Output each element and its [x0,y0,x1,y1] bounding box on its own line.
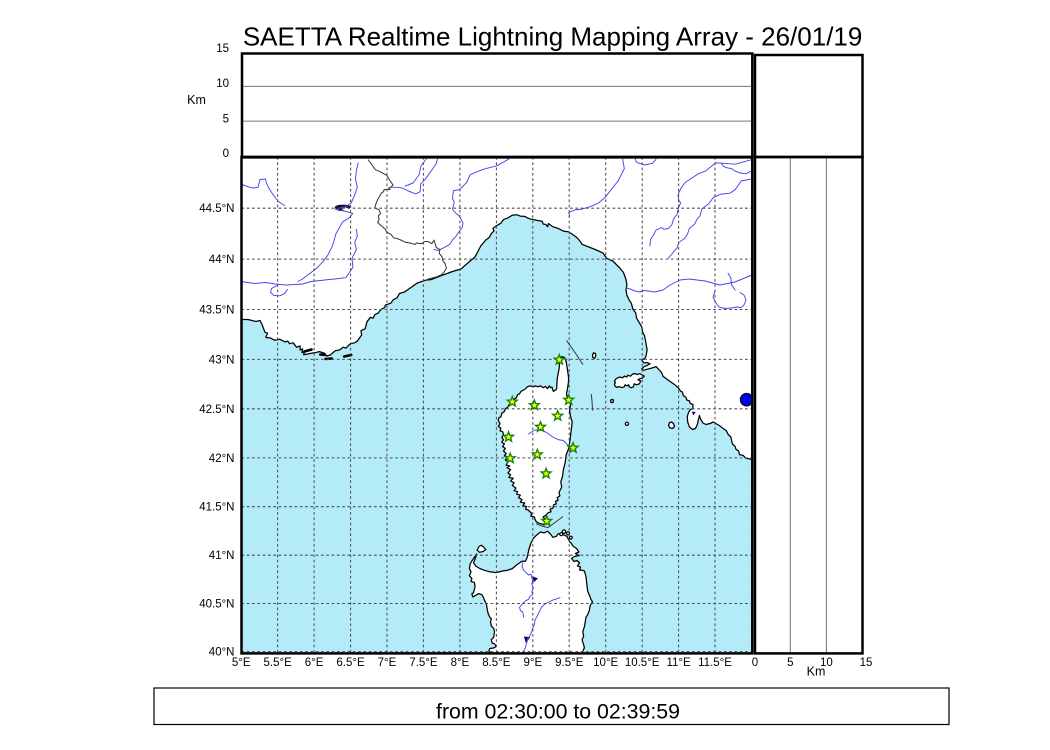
svg-text:10: 10 [820,657,833,669]
svg-text:40°N: 40°N [209,647,235,659]
svg-text:6°E: 6°E [305,657,324,669]
svg-text:43.5°N: 43.5°N [199,305,234,317]
svg-text:11.5°E: 11.5°E [698,657,732,669]
svg-text:5: 5 [223,113,229,125]
svg-text:9°E: 9°E [523,657,542,669]
svg-text:40.5°N: 40.5°N [199,599,234,611]
svg-text:42°N: 42°N [209,453,235,465]
svg-text:7.5°E: 7.5°E [409,657,438,669]
svg-text:10°E: 10°E [593,657,618,669]
svg-text:SAETTA Realtime Lightning Mapp: SAETTA Realtime Lightning Mapping Array … [243,22,863,52]
svg-text:11°E: 11°E [666,657,691,669]
svg-text:from 02:30:00 to 02:39:59: from 02:30:00 to 02:39:59 [436,700,680,724]
svg-text:7°E: 7°E [378,657,397,669]
svg-text:9.5°E: 9.5°E [555,657,584,669]
svg-text:5.5°E: 5.5°E [264,657,293,669]
svg-text:5: 5 [787,657,793,669]
svg-text:15: 15 [860,657,873,669]
svg-text:6.5°E: 6.5°E [336,657,365,669]
svg-text:41.5°N: 41.5°N [199,502,234,514]
svg-text:42.5°N: 42.5°N [199,404,234,416]
svg-text:Km: Km [807,665,826,679]
svg-text:44°N: 44°N [209,254,235,266]
svg-text:8.5°E: 8.5°E [482,657,511,669]
svg-text:44.5°N: 44.5°N [199,203,234,215]
svg-text:43°N: 43°N [209,354,235,366]
svg-text:0: 0 [223,148,229,160]
svg-text:8°E: 8°E [451,657,470,669]
svg-text:10: 10 [216,78,229,90]
svg-text:41°N: 41°N [209,550,235,562]
svg-text:0: 0 [752,657,758,669]
svg-text:Km: Km [187,93,206,107]
svg-text:15: 15 [216,43,229,55]
svg-text:5°E: 5°E [232,657,251,669]
svg-text:10.5°E: 10.5°E [625,657,660,669]
